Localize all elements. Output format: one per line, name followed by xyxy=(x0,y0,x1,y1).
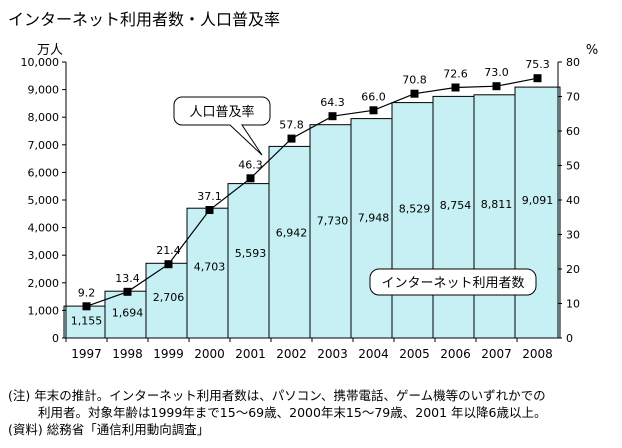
right-tick-label-3: 30 xyxy=(566,229,580,242)
bar-2001 xyxy=(227,183,274,339)
left-tick-label-6: 6,000 xyxy=(28,166,60,179)
bar-label-2004: 7,948 xyxy=(358,211,390,224)
right-tick-label-1: 10 xyxy=(566,298,580,311)
bar-label-2006: 8,754 xyxy=(440,199,472,212)
note-line-2: 利用者。対象年齢は1999年まで15～69歳、2000年末15～79歳、2001… xyxy=(38,405,547,420)
left-tick-label-1: 1,000 xyxy=(28,304,60,317)
x-label-2003: 2003 xyxy=(317,347,348,361)
rate-marker-1998 xyxy=(123,287,132,296)
line-callout-label: 人口普及率 xyxy=(189,104,254,120)
rate-marker-2001 xyxy=(246,174,255,183)
left-tick-label-8: 8,000 xyxy=(28,111,60,124)
left-tick-label-2: 2,000 xyxy=(28,277,60,290)
x-label-2000: 2000 xyxy=(194,347,225,361)
right-tick-label-2: 20 xyxy=(566,263,580,276)
rate-marker-2000 xyxy=(205,206,214,214)
bar-2003 xyxy=(309,124,356,339)
rate-marker-2007 xyxy=(492,82,501,91)
penetration-rate-line xyxy=(86,77,538,307)
rate-marker-2003 xyxy=(328,112,337,121)
right-tick-label-8: 80 xyxy=(566,56,580,69)
x-label-2002: 2002 xyxy=(276,347,307,361)
bar-label-1997: 1,155 xyxy=(71,315,103,328)
bar-callout-box xyxy=(369,268,537,296)
x-label-2001: 2001 xyxy=(235,347,266,361)
bar-label-1999: 2,706 xyxy=(153,291,185,304)
bar-label-2000: 4,703 xyxy=(194,261,226,274)
rate-label-2005: 70.8 xyxy=(402,74,427,87)
bar-2005 xyxy=(391,102,438,339)
bar-label-2008: 9,091 xyxy=(522,194,554,207)
bar-2008 xyxy=(514,86,561,339)
left-tick-label-5: 5,000 xyxy=(28,194,60,207)
bar-label-2003: 7,730 xyxy=(317,215,349,228)
left-tick-label-10: 10,000 xyxy=(21,56,60,69)
bar-2004 xyxy=(350,118,397,339)
x-label-2004: 2004 xyxy=(358,347,389,361)
line-callout-bubble xyxy=(173,96,271,156)
bar-label-2005: 8,529 xyxy=(399,203,431,216)
rate-label-2007: 73.0 xyxy=(484,66,509,79)
rate-label-2004: 66.0 xyxy=(361,90,386,103)
rate-label-2003: 64.3 xyxy=(320,96,345,109)
rate-label-2008: 75.3 xyxy=(525,58,550,71)
rate-label-1998: 13.4 xyxy=(115,272,140,285)
bar-label-2007: 8,811 xyxy=(481,198,513,211)
right-tick-label-7: 70 xyxy=(566,91,580,104)
bar-2006 xyxy=(432,95,479,339)
x-label-2008: 2008 xyxy=(522,347,553,361)
rate-marker-2008 xyxy=(533,74,542,83)
right-axis-unit: % xyxy=(586,43,598,58)
right-tick-label-4: 40 xyxy=(566,194,580,207)
rate-marker-2006 xyxy=(451,83,460,92)
bar-callout-label: インターネット利用者数 xyxy=(381,276,524,291)
bar-label-2001: 5,593 xyxy=(235,247,267,260)
note-line-1: (注) 年末の推計。インターネット利用者数は、パソコン、携帯電話、ゲーム機等のい… xyxy=(8,388,546,403)
x-label-2005: 2005 xyxy=(399,347,430,361)
left-tick-label-9: 9,000 xyxy=(28,84,60,97)
x-label-2006: 2006 xyxy=(440,347,471,361)
left-axis-unit: 万人 xyxy=(37,43,63,58)
x-label-1997: 1997 xyxy=(71,347,102,361)
left-tick-label-4: 4,000 xyxy=(28,222,60,235)
rate-marker-1997 xyxy=(82,302,91,311)
bar-2002 xyxy=(268,145,315,339)
chart-title: インターネット利用者数・人口普及率 xyxy=(8,10,281,29)
rate-label-2002: 57.8 xyxy=(279,119,304,132)
rate-marker-2004 xyxy=(369,106,378,115)
rate-marker-2005 xyxy=(410,89,419,98)
rate-label-1997: 9.2 xyxy=(78,286,96,299)
rate-label-2006: 72.6 xyxy=(443,68,468,81)
right-tick-label-0: 0 xyxy=(566,332,573,345)
rate-label-2001: 46.3 xyxy=(238,158,263,171)
right-tick-label-6: 60 xyxy=(566,125,580,138)
bar-2007 xyxy=(473,94,520,339)
rate-label-2000: 37.1 xyxy=(197,190,222,203)
bar-label-1998: 1,694 xyxy=(112,306,144,319)
rate-marker-1999 xyxy=(164,260,173,269)
source-note: (資料) 総務省「通信利用動向調査」 xyxy=(8,422,210,437)
rate-label-1999: 21.4 xyxy=(156,244,181,257)
rate-marker-2002 xyxy=(287,134,296,143)
left-tick-label-0: 0 xyxy=(52,332,59,345)
left-tick-label-3: 3,000 xyxy=(28,249,60,262)
right-tick-label-5: 50 xyxy=(566,160,580,173)
x-label-1998: 1998 xyxy=(112,347,143,361)
bar-label-2002: 6,942 xyxy=(276,227,308,240)
x-label-2007: 2007 xyxy=(481,347,512,361)
x-label-1999: 1999 xyxy=(153,347,184,361)
left-tick-label-7: 7,000 xyxy=(28,139,60,152)
